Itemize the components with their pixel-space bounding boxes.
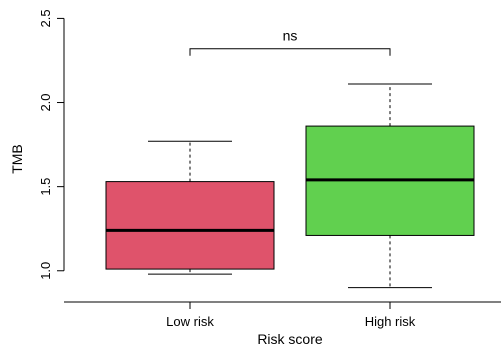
x-tick-label: Low risk: [166, 314, 214, 329]
significance-label: ns: [283, 28, 298, 44]
box-high-risk: [305, 83, 475, 289]
significance-bracket: [189, 48, 391, 56]
y-tick-label: 2.5: [38, 9, 53, 27]
iqr-box: [105, 181, 275, 270]
box-low-risk: [105, 140, 275, 275]
y-axis: 1.0 1.5 2.0 2.5: [38, 9, 65, 280]
y-axis-title: TMB: [9, 144, 25, 174]
significance-annotation: ns: [189, 28, 391, 56]
x-tick-label: High risk: [365, 314, 416, 329]
y-tick-label: 1.5: [38, 178, 53, 196]
y-tick-label: 1.0: [38, 262, 53, 280]
boxes: [105, 83, 475, 289]
x-axis: Low risk High risk: [64, 301, 501, 329]
x-axis-title: Risk score: [257, 331, 323, 347]
y-tick-label: 2.0: [38, 93, 53, 111]
